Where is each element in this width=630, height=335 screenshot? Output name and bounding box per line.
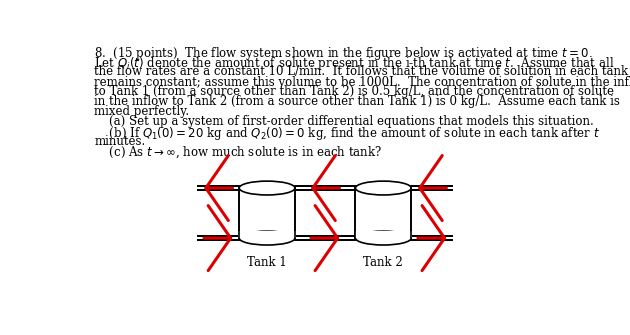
- Text: to Tank 1 (from a source other than Tank 2) is 0.5 kg/L, and the concentration o: to Tank 1 (from a source other than Tank…: [94, 85, 614, 98]
- Text: 8.  (15 points)  The flow system shown in the figure below is activated at time : 8. (15 points) The flow system shown in …: [94, 45, 593, 62]
- Ellipse shape: [239, 231, 295, 245]
- Bar: [355, 188, 411, 238]
- Bar: [239, 188, 295, 238]
- Text: (b) If $Q_1(0) = 20$ kg and $Q_2(0) = 0$ kg, find the amount of solute in each t: (b) If $Q_1(0) = 20$ kg and $Q_2(0) = 0$…: [94, 125, 600, 142]
- Text: Tank 1: Tank 1: [247, 256, 287, 269]
- Text: minutes.: minutes.: [94, 135, 146, 148]
- Text: the flow rates are a constant 10 L/min.  It follows that the volume of solution : the flow rates are a constant 10 L/min. …: [94, 65, 628, 78]
- Ellipse shape: [355, 231, 411, 245]
- Bar: [355, 231, 412, 238]
- Text: (c) As $t \rightarrow \infty$, how much solute is in each tank?: (c) As $t \rightarrow \infty$, how much …: [94, 145, 382, 160]
- Text: Tank 2: Tank 2: [364, 256, 403, 269]
- Text: remains constant; assume this volume to be 1000L.  The concentration of solute i: remains constant; assume this volume to …: [94, 75, 630, 88]
- Bar: [238, 231, 295, 238]
- Ellipse shape: [239, 181, 295, 195]
- Text: (a) Set up a system of first-order differential equations that models this situa: (a) Set up a system of first-order diffe…: [94, 115, 594, 128]
- Ellipse shape: [355, 181, 411, 195]
- Text: in the inflow to Tank 2 (from a source other than Tank 1) is 0 kg/L.  Assume eac: in the inflow to Tank 2 (from a source o…: [94, 95, 620, 108]
- Text: mixed perfectly.: mixed perfectly.: [94, 105, 190, 118]
- Text: Let $Q_i(t)$ denote the amount of solute present in the i-th tank at time $t$.  : Let $Q_i(t)$ denote the amount of solute…: [94, 55, 615, 72]
